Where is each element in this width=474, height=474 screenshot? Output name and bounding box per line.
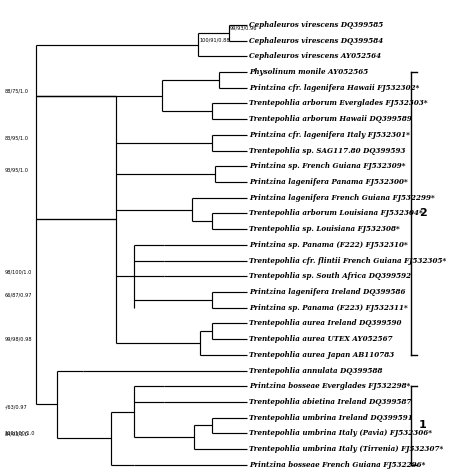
Text: Trentepohlia arborum Louisiana FJ532304*: Trentepohlia arborum Louisiana FJ532304* xyxy=(249,210,423,218)
Text: Trentepohlia arborum Everglades FJ532303*: Trentepohlia arborum Everglades FJ532303… xyxy=(249,100,428,108)
Text: Printzina lagenifera Panama FJ532300*: Printzina lagenifera Panama FJ532300* xyxy=(249,178,408,186)
Text: Trentepohlia cfr. flintii French Guiana FJ532305*: Trentepohlia cfr. flintii French Guiana … xyxy=(249,256,447,264)
Text: 83/95/1.0: 83/95/1.0 xyxy=(5,136,29,141)
Text: 88/75/1.0: 88/75/1.0 xyxy=(5,89,29,94)
Text: Trentepohlia aurea UTEX AY052567: Trentepohlia aurea UTEX AY052567 xyxy=(249,335,393,343)
Text: Trentepohlia abietina Ireland DQ399587: Trentepohlia abietina Ireland DQ399587 xyxy=(249,398,412,406)
Text: Printzina cfr. lagenifera Italy FJ532301*: Printzina cfr. lagenifera Italy FJ532301… xyxy=(249,131,410,139)
Text: Trentepohlia umbrina Ireland DQ399591: Trentepohlia umbrina Ireland DQ399591 xyxy=(249,414,413,422)
Text: Trentepohlia sp. South Africa DQ399592: Trentepohlia sp. South Africa DQ399592 xyxy=(249,272,411,280)
Text: 84/93/1.0: 84/93/1.0 xyxy=(5,431,29,437)
Text: Cephaleuros virescens DQ399585: Cephaleuros virescens DQ399585 xyxy=(249,21,383,29)
Text: 100/100/1.0: 100/100/1.0 xyxy=(5,430,36,436)
Text: Physolinum monile AY052565: Physolinum monile AY052565 xyxy=(249,68,369,76)
Text: Trentepohlia sp. Louisiana FJ532308*: Trentepohlia sp. Louisiana FJ532308* xyxy=(249,225,400,233)
Text: Printzina lagenifera French Guiana FJ532299*: Printzina lagenifera French Guiana FJ532… xyxy=(249,194,435,202)
Text: 98/100/1.0: 98/100/1.0 xyxy=(5,269,32,274)
Text: 93/95/1.0: 93/95/1.0 xyxy=(5,167,29,172)
Text: Trentepohlia umbrina Italy (Pavia) FJ532306*: Trentepohlia umbrina Italy (Pavia) FJ532… xyxy=(249,429,432,438)
Text: Printzina lagenifera Ireland DQ399586: Printzina lagenifera Ireland DQ399586 xyxy=(249,288,406,296)
Text: Trentepohlia arborum Hawaii DQ399589: Trentepohlia arborum Hawaii DQ399589 xyxy=(249,115,412,123)
Text: Cephaleuros virescens DQ399584: Cephaleuros virescens DQ399584 xyxy=(249,36,383,45)
Text: Printzina sp. Panama (F222) FJ532310*: Printzina sp. Panama (F222) FJ532310* xyxy=(249,241,408,249)
Text: 2: 2 xyxy=(419,209,427,219)
Text: Trentepohlia annulata DQ399588: Trentepohlia annulata DQ399588 xyxy=(249,366,383,374)
Text: Printzina sp. French Guiana FJ532309*: Printzina sp. French Guiana FJ532309* xyxy=(249,162,406,170)
Text: 99/98/0.98: 99/98/0.98 xyxy=(5,336,32,341)
Text: Trentepohlia aurea Ireland DQ399590: Trentepohlia aurea Ireland DQ399590 xyxy=(249,319,402,328)
Text: Trentepohlia umbrina Italy (Tirrenia) FJ532307*: Trentepohlia umbrina Italy (Tirrenia) FJ… xyxy=(249,445,444,453)
Text: Printzina bosseae Everglades FJ532298*: Printzina bosseae Everglades FJ532298* xyxy=(249,382,411,390)
Text: Printzina bosseae French Guiana FJ532296*: Printzina bosseae French Guiana FJ532296… xyxy=(249,461,426,469)
Text: Printzina cfr. lagenifera Hawaii FJ532302*: Printzina cfr. lagenifera Hawaii FJ53230… xyxy=(249,84,419,92)
Text: 1: 1 xyxy=(419,420,427,430)
Text: 99/93/0.96: 99/93/0.96 xyxy=(230,26,257,31)
Text: -/63/0.97: -/63/0.97 xyxy=(5,405,27,410)
Text: Trentepohlia aurea Japan AB110783: Trentepohlia aurea Japan AB110783 xyxy=(249,351,394,359)
Text: Cephaleuros virescens AY052564: Cephaleuros virescens AY052564 xyxy=(249,52,382,60)
Text: Trentepohlia sp. SAG117.80 DQ399593: Trentepohlia sp. SAG117.80 DQ399593 xyxy=(249,146,406,155)
Text: 100/91/0.88: 100/91/0.88 xyxy=(199,38,230,43)
Text: Printzina sp. Panama (F223) FJ532311*: Printzina sp. Panama (F223) FJ532311* xyxy=(249,304,408,312)
Text: 66/87/0.97: 66/87/0.97 xyxy=(5,293,32,298)
